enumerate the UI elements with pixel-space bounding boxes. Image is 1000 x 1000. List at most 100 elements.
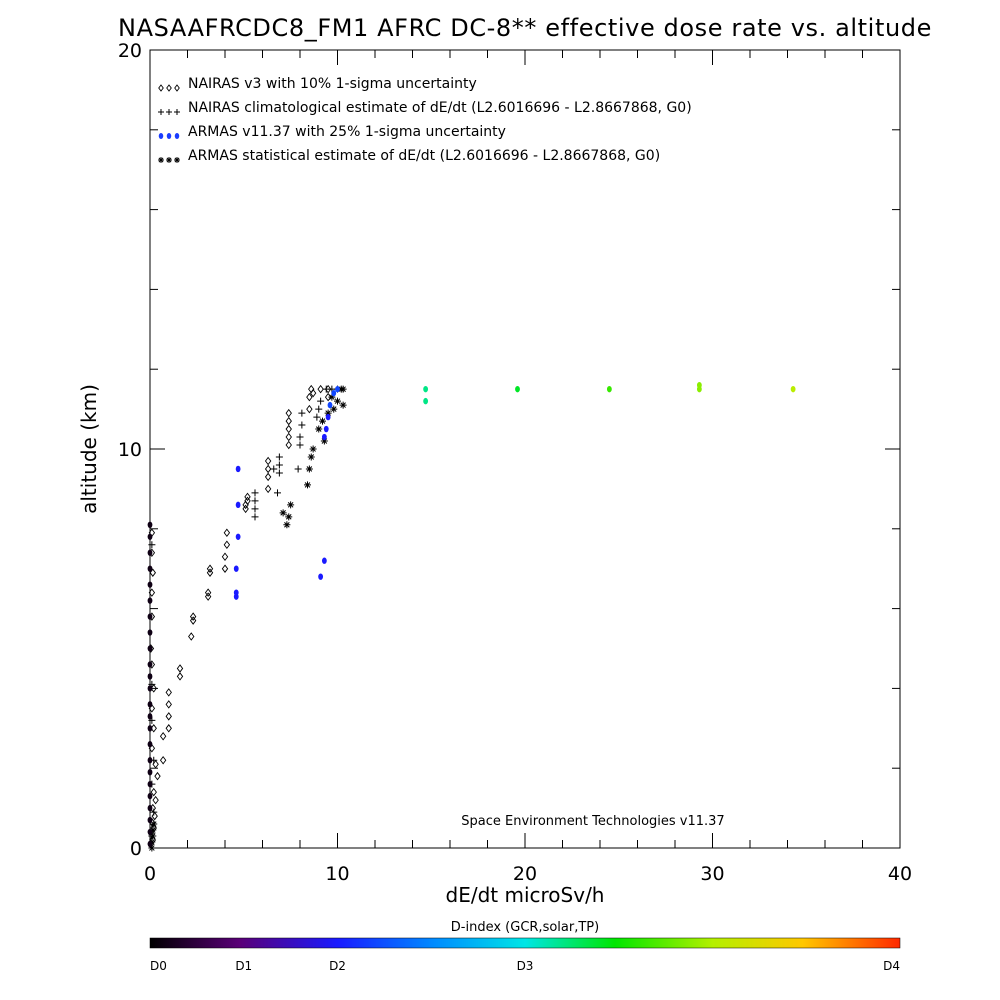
data-point-armas [790, 385, 796, 393]
data-point-armas [233, 589, 239, 596]
chart-title: NASAAFRCDC8_FM1 AFRC DC-8** effective do… [118, 14, 932, 42]
data-point-plus [251, 489, 259, 497]
legend-entry-label: NAIRAS climatological estimate of dE/dt … [188, 100, 692, 116]
data-point-asterisk [315, 425, 323, 433]
data-point-armas [147, 816, 153, 824]
data-point-armas [147, 701, 153, 708]
data-point-plus [251, 513, 259, 521]
data-point-armas [335, 385, 340, 393]
data-point-diamond [206, 568, 214, 577]
data-point-armas [147, 757, 153, 764]
data-point-diamond [285, 424, 292, 434]
data-point-asterisk [328, 393, 336, 401]
data-point-armas [423, 385, 429, 393]
data-point-diamond [285, 416, 292, 426]
legend: NAIRAS v3 with 10% 1-sigma uncertainty NA… [158, 76, 692, 164]
data-point-diamond [309, 388, 317, 398]
data-point-diamond [165, 700, 172, 709]
data-point-armas [147, 768, 153, 776]
colorbar-label: D1 [235, 959, 252, 973]
colorbar-label: D0 [150, 959, 167, 973]
data-point-asterisk [339, 401, 347, 409]
data-point-asterisk [166, 157, 172, 163]
data-point-armas [174, 133, 180, 139]
data-point-diamond [165, 688, 172, 697]
x-tick-label: 20 [513, 863, 537, 885]
data-point-diamond [154, 771, 161, 781]
data-point-diamond [264, 472, 272, 482]
data-point-diamond [150, 787, 157, 797]
data-point-armas [696, 381, 702, 389]
data-points [147, 381, 796, 852]
data-point-armas [331, 389, 337, 397]
data-point-diamond [174, 84, 180, 92]
data-point-armas [158, 133, 164, 139]
colorbar-label: D2 [329, 959, 346, 973]
data-point-diamond [165, 724, 172, 733]
data-point-plus [317, 397, 325, 405]
data-point-armas [515, 385, 520, 393]
data-point-armas [321, 433, 327, 441]
data-point-diamond [206, 564, 214, 573]
data-point-diamond [204, 592, 212, 601]
legend-entry-label: ARMAS v11.37 with 25% 1-sigma uncertaint… [188, 124, 506, 140]
data-point-plus [275, 453, 283, 461]
x-axis-label: dE/dt microSv/h [446, 883, 605, 907]
data-point-armas [327, 401, 333, 409]
data-point-asterisk [279, 509, 287, 517]
data-point-diamond [189, 616, 197, 625]
data-point-armas [233, 565, 239, 572]
axis-ticks [149, 49, 901, 849]
data-point-armas [321, 557, 327, 564]
data-point-armas [147, 521, 153, 529]
data-point-armas [147, 792, 153, 800]
data-point-diamond [242, 504, 249, 514]
data-point-plus [166, 109, 172, 115]
data-point-armas [147, 549, 153, 556]
data-point-asterisk [149, 832, 157, 840]
data-point-plus [251, 505, 259, 513]
data-point-asterisk [339, 385, 347, 393]
data-point-armas [147, 685, 153, 692]
data-point-diamond [306, 404, 313, 414]
data-point-armas [147, 828, 153, 836]
data-point-plus [315, 405, 323, 413]
data-point-armas [318, 573, 324, 580]
data-point-plus [158, 109, 164, 115]
data-point-diamond [152, 795, 159, 805]
data-point-armas [147, 804, 153, 812]
data-point-armas [147, 597, 153, 604]
data-point-asterisk [150, 820, 158, 828]
data-point-armas [147, 661, 153, 668]
data-point-diamond [159, 732, 167, 741]
data-point-asterisk [283, 521, 291, 529]
data-point-plus [274, 489, 281, 497]
legend-entry-label: ARMAS statistical estimate of dE/dt (L2.… [188, 148, 660, 164]
data-point-asterisk [330, 405, 338, 413]
data-point-armas [423, 397, 429, 405]
data-point-armas [147, 565, 153, 572]
data-point-asterisk [174, 157, 180, 163]
data-point-armas [147, 533, 153, 540]
annotation-text: Space Environment Technologies v11.37 [461, 814, 724, 829]
data-point-armas [235, 533, 241, 540]
data-point-asterisk [309, 445, 317, 453]
y-tick-labels: 0 10 20 [118, 40, 142, 860]
data-point-diamond [165, 712, 172, 721]
data-point-armas [147, 613, 153, 620]
colorbar-label: D4 [883, 959, 900, 973]
data-point-armas [147, 725, 153, 732]
data-point-armas [325, 413, 331, 421]
data-point-diamond [221, 564, 229, 573]
data-point-diamond [158, 84, 164, 92]
data-point-asterisk [319, 417, 326, 425]
data-point-asterisk [305, 465, 313, 473]
data-point-diamond [151, 811, 158, 821]
data-point-asterisk [324, 409, 332, 417]
data-point-diamond [285, 408, 292, 418]
data-point-diamond [264, 456, 272, 466]
data-point-armas [147, 645, 153, 652]
data-point-diamond [221, 552, 229, 561]
data-point-armas [147, 741, 153, 748]
